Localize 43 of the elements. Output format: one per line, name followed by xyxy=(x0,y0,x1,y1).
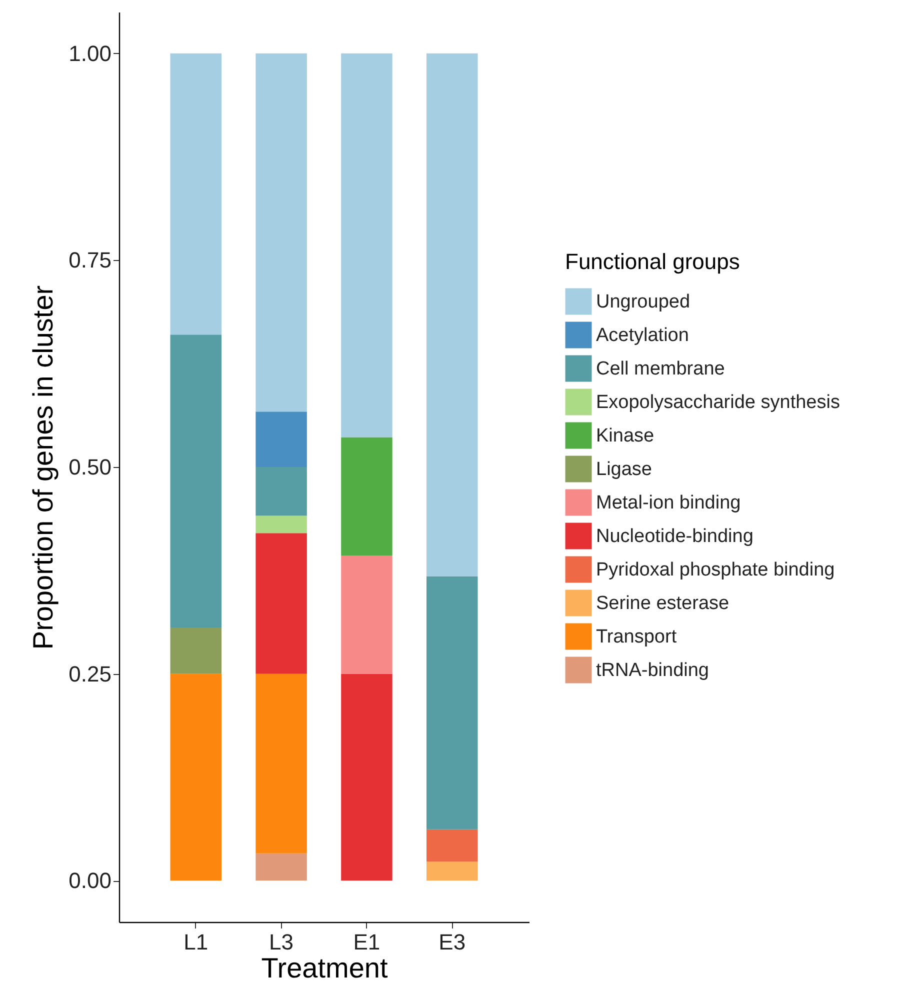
bar xyxy=(256,674,307,854)
x-tick-label: L3 xyxy=(269,930,294,954)
legend-label: Metal-ion binding xyxy=(596,492,741,514)
bar xyxy=(426,576,478,830)
y-tick-label: 0.00 xyxy=(68,868,112,894)
x-axis-title: Treatment xyxy=(261,952,388,984)
x-tick-label: E3 xyxy=(438,930,466,954)
legend-label: Exopolysaccharide synthesis xyxy=(596,392,840,413)
bar xyxy=(341,53,392,438)
bar xyxy=(170,334,222,628)
x-tick-label: L1 xyxy=(184,930,208,954)
bar xyxy=(256,467,307,516)
y-axis-title: Proportion of genes in cluster xyxy=(28,285,59,650)
bar xyxy=(170,53,222,335)
legend-title: Functional groups xyxy=(565,249,740,274)
y-tick-label: 0.75 xyxy=(68,248,112,273)
legend-label: Cell membrane xyxy=(596,358,725,380)
legend-label: Kinase xyxy=(596,426,654,446)
bar xyxy=(256,412,307,467)
legend-label: Ligase xyxy=(596,459,652,480)
legend-label: Ungrouped xyxy=(596,292,690,312)
bar xyxy=(426,53,478,576)
y-tick-label: 0.50 xyxy=(68,454,112,480)
bar xyxy=(341,437,392,556)
bar xyxy=(426,829,478,862)
legend-label: Nucleotide-binding xyxy=(596,526,754,547)
legend-label: Acetylation xyxy=(596,325,689,346)
bar xyxy=(256,533,307,674)
bar xyxy=(256,53,307,412)
bar xyxy=(426,862,478,881)
legend-label: Pyridoxal phosphate binding xyxy=(596,560,835,580)
legend-label: Serine esterase xyxy=(596,593,730,614)
y-tick-label: 0.25 xyxy=(68,661,112,686)
bar xyxy=(341,674,392,881)
x-tick-label: E1 xyxy=(353,930,380,954)
bar xyxy=(256,853,307,881)
bar xyxy=(256,516,307,534)
bar xyxy=(341,556,392,674)
bar xyxy=(170,627,222,674)
y-tick-label: 1.00 xyxy=(68,40,112,66)
legend-label: tRNA-binding xyxy=(596,660,709,681)
legend-label: Transport xyxy=(596,626,678,648)
bar xyxy=(170,674,222,881)
